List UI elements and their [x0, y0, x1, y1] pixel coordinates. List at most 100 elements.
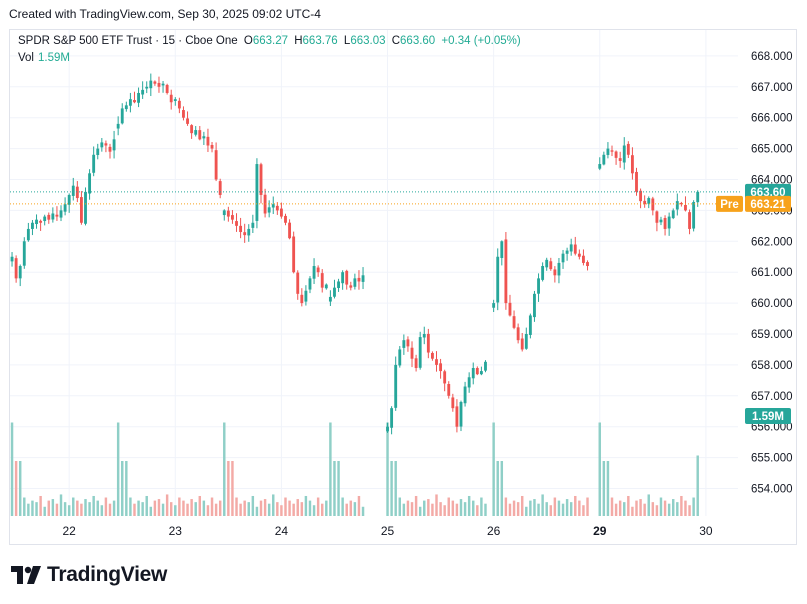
- candle-body: [26, 228, 30, 241]
- chart-frame: [9, 29, 797, 545]
- candle-body: [275, 205, 279, 211]
- volume-tag: 1.59M: [752, 411, 784, 423]
- candle-body: [496, 256, 500, 303]
- candle-body: [435, 359, 438, 365]
- candle-body: [586, 262, 589, 267]
- volume-bar: [178, 497, 181, 516]
- candle-body: [520, 338, 524, 350]
- candle-body: [626, 143, 630, 155]
- volume-bar: [259, 500, 263, 516]
- price-tick-label: 667.000: [751, 82, 793, 94]
- volume-bar: [386, 422, 389, 516]
- chart-caption: Created with TradingView.com, Sep 30, 20…: [9, 7, 321, 21]
- candle-body: [688, 212, 691, 229]
- time-axis[interactable]: 22 23 24 25 26 29 30: [63, 524, 713, 538]
- candle-body: [386, 426, 389, 432]
- candle-body: [14, 258, 18, 279]
- tradingview-logo[interactable]: TradingView: [11, 563, 167, 587]
- candle-body: [259, 164, 263, 195]
- candle-body: [31, 222, 34, 229]
- volume-bar: [516, 502, 520, 516]
- candle-body: [182, 110, 185, 118]
- candle-body: [284, 215, 287, 223]
- volume-bar: [235, 497, 238, 516]
- candle-body: [157, 82, 161, 87]
- volume-bar: [141, 502, 144, 516]
- volume-bar: [227, 461, 230, 516]
- candle-body: [35, 219, 38, 225]
- volume-bar: [288, 500, 291, 516]
- price-axis[interactable]: 654.000 655.000 656.000 657.000 658.000 659.0…: [751, 51, 793, 496]
- volume-bar: [186, 503, 189, 516]
- candle-body: [222, 210, 226, 216]
- time-tick-label: 24: [275, 524, 289, 538]
- volume-bar: [361, 506, 365, 516]
- price-tick-label: 668.000: [751, 51, 793, 63]
- candle-body: [198, 130, 202, 140]
- price-lines: [10, 191, 740, 205]
- candle-body: [443, 371, 447, 384]
- candle-body: [353, 278, 357, 287]
- candle-body: [663, 218, 667, 229]
- volume-bar: [455, 503, 459, 516]
- candle-body: [206, 136, 210, 146]
- candle-body: [402, 340, 406, 348]
- candle-body: [479, 371, 483, 375]
- volume-bar: [80, 503, 83, 516]
- volume-bar: [218, 500, 222, 516]
- volume-bar: [402, 503, 406, 516]
- candle-body: [651, 198, 655, 211]
- candle-body: [671, 210, 675, 219]
- candle-body: [398, 349, 402, 366]
- symbol-name[interactable]: SPDR S&P 500 ETF Trust · 15 · Cboe One: [18, 35, 238, 47]
- volume-bar: [341, 497, 344, 516]
- candle-body: [288, 222, 292, 239]
- candle-body: [316, 267, 320, 273]
- candle-body: [606, 148, 610, 155]
- volume-bar: [345, 503, 348, 516]
- candle-body: [422, 334, 426, 338]
- volume-bar: [443, 505, 446, 516]
- pre-price-tag-bg: [745, 195, 791, 212]
- volume-bar: [51, 499, 55, 516]
- volume-bar: [55, 503, 59, 516]
- volume-bar: [27, 503, 30, 516]
- candle-body: [251, 222, 255, 228]
- ohlc-legend: SPDR S&P 500 ETF Trust · 15 · Cboe One O…: [18, 35, 521, 47]
- volume-bar: [255, 506, 259, 516]
- volume-bar: [606, 461, 610, 516]
- candle-body: [214, 150, 218, 180]
- volume-bar: [14, 461, 18, 516]
- volume-bar: [549, 505, 553, 516]
- volume-bar: [202, 500, 206, 516]
- candle-body: [247, 228, 251, 236]
- price-tick-label: 656.000: [751, 422, 793, 434]
- candle-body: [565, 250, 569, 254]
- time-tick-label: 30: [699, 524, 713, 538]
- candle-body: [598, 164, 602, 169]
- volume-bar: [116, 422, 120, 516]
- candle-body: [467, 377, 471, 388]
- candle-body: [141, 89, 145, 95]
- candle-body: [451, 397, 455, 409]
- volume-bar: [672, 499, 675, 516]
- candle-body: [410, 347, 414, 359]
- volume-bar: [96, 500, 99, 516]
- volume-bar: [659, 497, 663, 516]
- volume-bar: [537, 503, 540, 516]
- vol-label: Vol: [18, 52, 34, 64]
- candle-body: [79, 197, 83, 223]
- time-tick-label: 29: [593, 524, 607, 538]
- volume-bar: [84, 499, 87, 516]
- candle-body: [210, 144, 214, 149]
- candle-body: [279, 208, 283, 217]
- high-label: H: [294, 35, 303, 47]
- volume-bar: [602, 461, 606, 516]
- volume-tag-bg: [745, 408, 791, 424]
- volume-bar: [349, 500, 353, 516]
- volume-bar: [280, 505, 283, 516]
- volume-bar: [614, 503, 618, 516]
- volume-bar: [610, 497, 614, 516]
- volume-bar: [292, 503, 295, 516]
